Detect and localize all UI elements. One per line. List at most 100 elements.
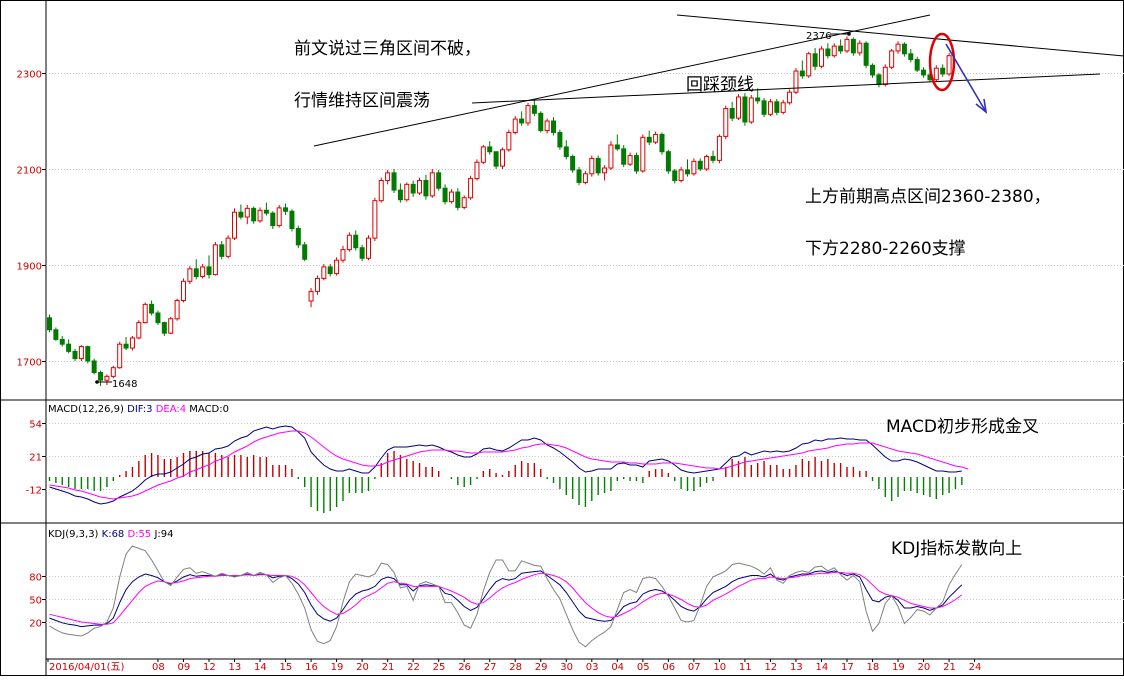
x-tick-label: 26 (458, 662, 471, 673)
x-tick-label: 20 (918, 662, 931, 673)
kdj-d-value: D:55 (127, 529, 154, 540)
candle-body (295, 228, 301, 246)
kdj-j-line (49, 545, 963, 648)
macd-dif-line (49, 425, 962, 505)
candle-body (219, 244, 225, 257)
candle-body (946, 55, 952, 75)
macd-dea-line (49, 430, 969, 500)
note-range-oscillation: 行情维持区间震荡 (294, 91, 430, 111)
candle-body (104, 375, 110, 381)
macd-dif-value: DIF:3 (127, 404, 156, 415)
candle-body (563, 146, 569, 158)
macd-value: MACD:0 (189, 404, 229, 415)
candle-body (799, 70, 805, 77)
candle-body (551, 120, 557, 134)
kdj-header: KDJ(9,3,3) K:68 D:55 J:94 (48, 529, 174, 540)
low-price-label: 1648 (112, 379, 137, 390)
candle-body (499, 149, 505, 167)
candle-body (595, 157, 601, 174)
candle-body (302, 244, 308, 260)
descending-trendline (676, 14, 1124, 57)
candle-body (129, 337, 135, 349)
candle-body (921, 69, 927, 76)
candle-body (857, 42, 863, 54)
candle-body (327, 266, 333, 275)
candle-body (736, 96, 742, 119)
price-tick-label: 2100 (17, 166, 42, 177)
candle-body (276, 207, 282, 227)
candle-body (914, 59, 920, 71)
indicator-headers: MACD(12,26,9) DIF:3 DEA:4 MACD:0 KDJ(9,3… (48, 404, 229, 540)
x-tick-label: 18 (867, 662, 880, 673)
candle-body (448, 191, 454, 203)
note-macd-golden-cross: MACD初步形成金叉 (886, 417, 1039, 437)
x-tick-label: 22 (407, 662, 420, 673)
candle-body (72, 350, 78, 360)
x-tick-label: 17 (841, 662, 854, 673)
kdj-j-value: J:94 (153, 529, 173, 540)
candle-body (512, 118, 518, 134)
candle-body (831, 45, 837, 57)
candle-body (723, 108, 729, 137)
x-axis-ticks: 2016/04/01(五) 08 09 12 13 14 15 16 19 20 21 22 25 26 2… (47, 659, 981, 673)
candle-body (627, 155, 633, 165)
candle-body (691, 160, 697, 175)
candle-body (933, 67, 939, 81)
note-neckline-retest: 回踩颈线 (686, 75, 754, 95)
candle-body (895, 43, 901, 52)
candle-body (672, 170, 678, 182)
candle-body (136, 322, 142, 339)
candle-body (289, 210, 295, 230)
candle-body (525, 105, 531, 124)
candle-body (308, 290, 314, 302)
candle-body (410, 183, 416, 194)
low-marker-dot (95, 380, 99, 384)
x-tick-label: 14 (254, 662, 267, 673)
candle-body (729, 108, 735, 119)
price-tick-label: 2300 (17, 70, 42, 81)
neckline (471, 73, 1101, 104)
candle-body (232, 211, 238, 239)
candle-body (780, 102, 786, 113)
kdj-k-value: K:68 (102, 529, 128, 540)
x-tick-label: 13 (229, 662, 242, 673)
x-tick-label: 19 (331, 662, 344, 673)
kdj-d-line (49, 571, 963, 625)
candlestick-series (47, 36, 952, 386)
candle-body (340, 249, 346, 261)
candle-body (589, 157, 595, 175)
candle-body (346, 234, 352, 251)
candle-body (646, 136, 652, 143)
x-tick-label: 2016/04/01(五) (49, 662, 125, 673)
candle-body (653, 133, 659, 143)
x-tick-label: 25 (433, 662, 446, 673)
candle-body (870, 64, 876, 76)
candle-body (117, 343, 123, 369)
high-price-label: 2376 (806, 31, 831, 42)
candle-body (748, 97, 754, 123)
candle-body (53, 329, 59, 340)
y-axis-ticks: 1700 1900 2100 2300 54 21 -12 80 50 20 (17, 70, 46, 630)
candle-body (442, 187, 448, 203)
candle-body (710, 156, 716, 161)
candle-body (787, 91, 793, 104)
x-tick-label: 21 (382, 662, 395, 673)
candle-body (187, 268, 193, 282)
candle-body (678, 169, 684, 182)
candle-body (257, 209, 263, 222)
macd-header: MACD(12,26,9) DIF:3 DEA:4 MACD:0 (48, 404, 229, 415)
x-tick-label: 14 (815, 662, 828, 673)
candle-body (404, 183, 410, 201)
candle-body (480, 146, 486, 163)
x-tick-label: 13 (790, 662, 803, 673)
candle-body (633, 155, 639, 172)
kdj-name: KDJ(9,3,3) (48, 529, 102, 540)
macd-name: MACD(12,26,9) (48, 404, 127, 415)
candle-body (761, 100, 767, 115)
note-resistance: 上方前期高点区间2360-2380， (805, 187, 1051, 207)
macd-tick-label: 54 (29, 420, 42, 431)
high-marker-dot (847, 32, 851, 36)
candle-body (212, 244, 218, 276)
candle-body (66, 343, 72, 352)
